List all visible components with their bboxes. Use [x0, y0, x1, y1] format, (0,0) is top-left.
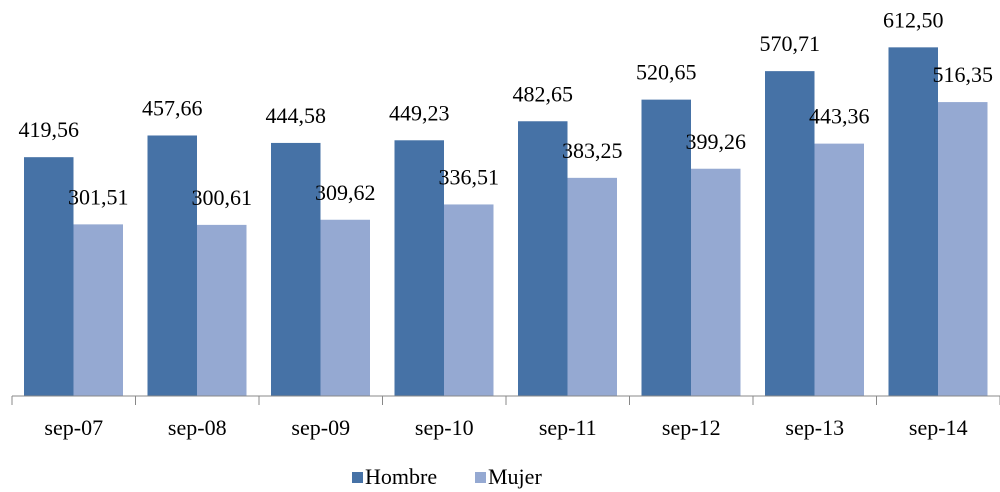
data-label: 301,51	[68, 184, 129, 209]
bar	[73, 224, 123, 396]
bar	[24, 157, 74, 396]
bar	[938, 102, 988, 396]
data-label: 516,35	[933, 62, 994, 87]
bar	[567, 177, 617, 396]
x-tick-label: sep-12	[662, 415, 721, 440]
data-label: 383,25	[562, 138, 623, 163]
data-label: 612,50	[883, 7, 944, 32]
x-tick-label: sep-07	[44, 415, 103, 440]
data-label: 449,23	[389, 100, 450, 125]
x-tick-label: sep-14	[909, 415, 968, 440]
legend-swatch	[352, 472, 363, 483]
data-label: 300,61	[192, 185, 253, 210]
data-label: 520,65	[636, 60, 697, 85]
bar	[691, 168, 741, 396]
bar	[641, 99, 691, 396]
data-label: 457,66	[142, 96, 203, 121]
bar	[320, 219, 370, 396]
bar	[814, 143, 864, 396]
bar	[394, 140, 444, 396]
bar	[271, 142, 321, 396]
bar	[765, 71, 815, 396]
data-label: 336,51	[439, 164, 500, 189]
data-label: 419,56	[19, 117, 80, 142]
data-label: 399,26	[686, 129, 747, 154]
data-label: 482,65	[513, 81, 574, 106]
bar	[518, 121, 568, 396]
legend-label: Hombre	[365, 464, 437, 489]
x-tick-label: sep-09	[291, 415, 350, 440]
x-tick-label: sep-11	[539, 415, 597, 440]
data-label: 570,71	[760, 31, 821, 56]
bar	[147, 135, 197, 396]
legend-swatch	[475, 472, 486, 483]
x-tick-label: sep-10	[415, 415, 474, 440]
data-label: 444,58	[266, 103, 327, 128]
data-label: 309,62	[315, 180, 376, 205]
x-tick-label: sep-13	[785, 415, 844, 440]
bar	[197, 224, 247, 396]
data-label: 443,36	[809, 104, 870, 129]
bar	[444, 204, 494, 396]
bar	[888, 47, 938, 396]
legend-label: Mujer	[488, 464, 542, 489]
x-tick-label: sep-08	[168, 415, 227, 440]
